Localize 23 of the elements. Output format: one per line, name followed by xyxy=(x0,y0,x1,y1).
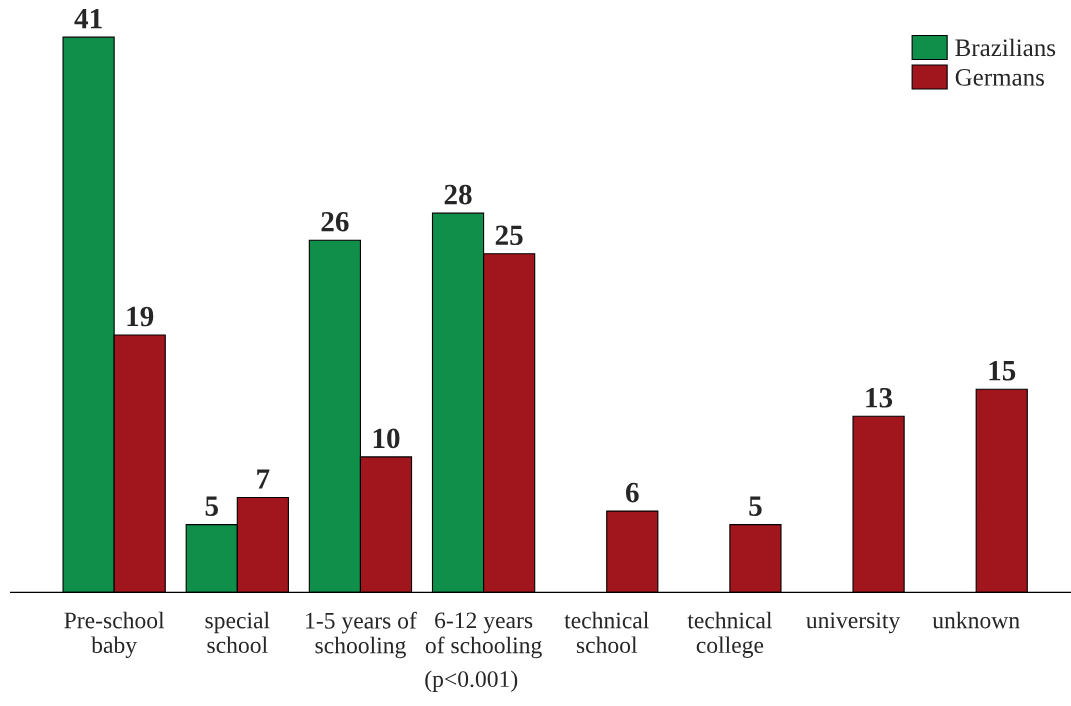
data-label: 41 xyxy=(74,8,102,29)
data-label: 5 xyxy=(205,496,218,516)
text: (p<0.001) xyxy=(425,670,518,692)
x-tick-label: university xyxy=(806,612,901,634)
data-label: 5 xyxy=(749,496,762,516)
data-label: 28 xyxy=(444,184,472,205)
legend-label: Brazilians xyxy=(955,38,1056,57)
data-label: 7 xyxy=(257,469,270,489)
legend-label: Germans xyxy=(955,68,1044,86)
data-label: 13 xyxy=(866,387,893,408)
x-tick-label: Pre-school baby xyxy=(64,611,165,658)
x-tick-label: special school xyxy=(205,611,270,654)
x-tick-label: technical school xyxy=(564,611,649,654)
x-tick-label: 1-5 years of schooling xyxy=(306,611,417,659)
data-label: 19 xyxy=(127,306,154,327)
data-label: 10 xyxy=(373,428,400,449)
data-label: 6 xyxy=(626,482,639,503)
data-label: 15 xyxy=(989,360,1016,381)
x-tick-label: technical college xyxy=(687,611,773,658)
data-label: 26 xyxy=(321,211,349,232)
data-label: 25 xyxy=(495,225,523,246)
x-tick-label: unknown xyxy=(932,611,1020,629)
x-tick-label: 6-12 years of schooling xyxy=(425,612,542,659)
